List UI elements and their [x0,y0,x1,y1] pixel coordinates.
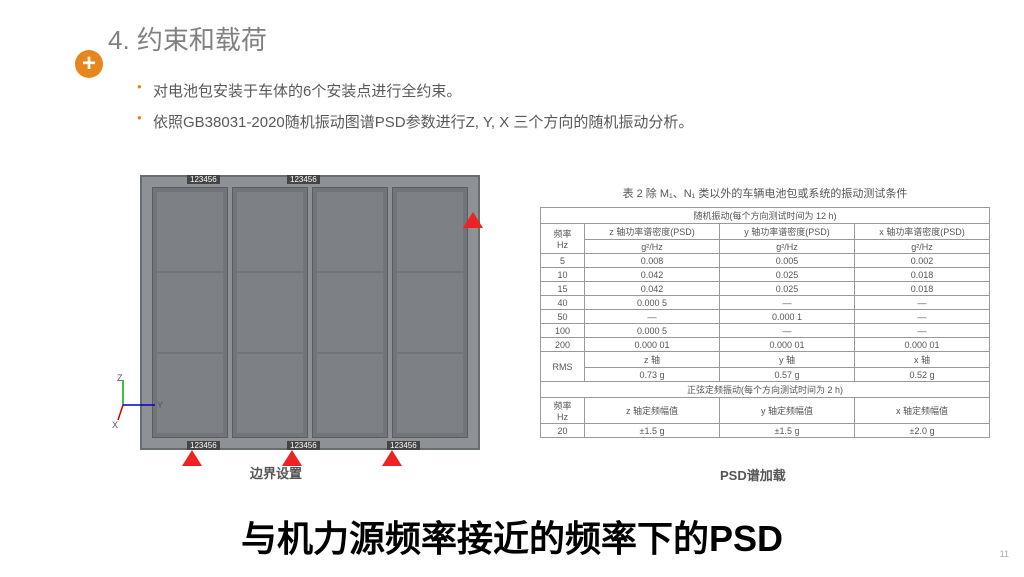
rms-label: RMS [541,352,585,382]
cell: 0.57 g [720,368,855,382]
cell: y 轴 [720,352,855,368]
th-x: x 轴功率谱密度(PSD) [855,224,990,240]
plus-icon: + [75,50,103,78]
cell: z 轴 [585,352,720,368]
cell: 10 [541,268,585,282]
bullet-item: 依照GB38031-2020随机振动图谱PSD参数进行Z, Y, X 三个方向的… [137,111,693,132]
cell: 0.005 [720,254,855,268]
cell: ±1.5 g [720,424,855,438]
cell: 0.000 5 [585,296,720,310]
bullet-list: 对电池包安装于车体的6个安装点进行全约束。 依照GB38031-2020随机振动… [137,80,693,142]
cell: 0.52 g [855,368,990,382]
cell: 200 [541,338,585,352]
psd-table-area: 表 2 除 M₁、N₁ 类以外的车辆电池包或系统的振动测试条件 随机振动(每个方… [540,185,990,438]
cell: — [855,324,990,338]
axis-z: Z [117,373,123,383]
cell: 0.000 01 [585,338,720,352]
cell: 0.025 [720,282,855,296]
mount-triangle [382,450,402,466]
mount-label: 123456 [187,175,220,184]
unit: g²/Hz [855,240,990,254]
th-z: z 轴功率谱密度(PSD) [585,224,720,240]
mount-label: 123456 [187,441,220,450]
th-freq: 频率 Hz [541,224,585,254]
mount-label: 123456 [387,441,420,450]
cell: 0.000 1 [720,310,855,324]
sine-header: 正弦定频振动(每个方向测试时间为 2 h) [541,382,990,398]
cell: 0.000 01 [720,338,855,352]
cell: 0.025 [720,268,855,282]
battery-pack-diagram: 123456 123456 123456 123456 123456 [140,175,480,450]
cell: 0.042 [585,282,720,296]
cell: 100 [541,324,585,338]
cell: 40 [541,296,585,310]
unit: g²/Hz [720,240,855,254]
table-caption: PSD谱加载 [720,465,786,484]
cell: z 轴定频幅值 [585,398,720,424]
coordinate-axes: Z Y X [115,375,165,425]
cell: — [720,324,855,338]
cell: 0.002 [855,254,990,268]
cell: 5 [541,254,585,268]
mount-triangle [182,450,202,466]
mount-label: 123456 [287,441,320,450]
axis-x: X [112,420,118,430]
left-figure-caption: 边界设置 [250,463,302,482]
cell: — [720,296,855,310]
cell: 15 [541,282,585,296]
cell: ±1.5 g [585,424,720,438]
page-number: 11 [1000,549,1009,559]
unit: g²/Hz [585,240,720,254]
psd-table: 随机振动(每个方向测试时间为 12 h) 频率 Hz z 轴功率谱密度(PSD)… [540,207,990,438]
th-y: y 轴功率谱密度(PSD) [720,224,855,240]
cell: — [585,310,720,324]
cell: 频率 Hz [541,398,585,424]
bullet-item: 对电池包安装于车体的6个安装点进行全约束。 [137,80,693,101]
bottom-caption: 与机力源频率接近的频率下的PSD [0,510,1024,562]
cell: — [855,310,990,324]
page-title: 4. 约束和载荷 [108,20,267,57]
boundary-figure: 123456 123456 123456 123456 123456 Z Y X [110,175,490,460]
cell: — [855,296,990,310]
axis-y: Y [157,400,163,410]
cell: x 轴定频幅值 [855,398,990,424]
cell: y 轴定频幅值 [720,398,855,424]
cell: 50 [541,310,585,324]
cell: 0.042 [585,268,720,282]
cell: x 轴 [855,352,990,368]
cell: 0.000 01 [855,338,990,352]
cell: 0.000 5 [585,324,720,338]
cell: ±2.0 g [855,424,990,438]
cell: 0.008 [585,254,720,268]
table-title: 表 2 除 M₁、N₁ 类以外的车辆电池包或系统的振动测试条件 [540,185,990,201]
cell: 20 [541,424,585,438]
cell: 0.018 [855,282,990,296]
table-subtitle: 随机振动(每个方向测试时间为 12 h) [541,208,990,224]
mount-label: 123456 [287,175,320,184]
cell: 0.018 [855,268,990,282]
mount-triangle [463,212,483,228]
cell: 0.73 g [585,368,720,382]
